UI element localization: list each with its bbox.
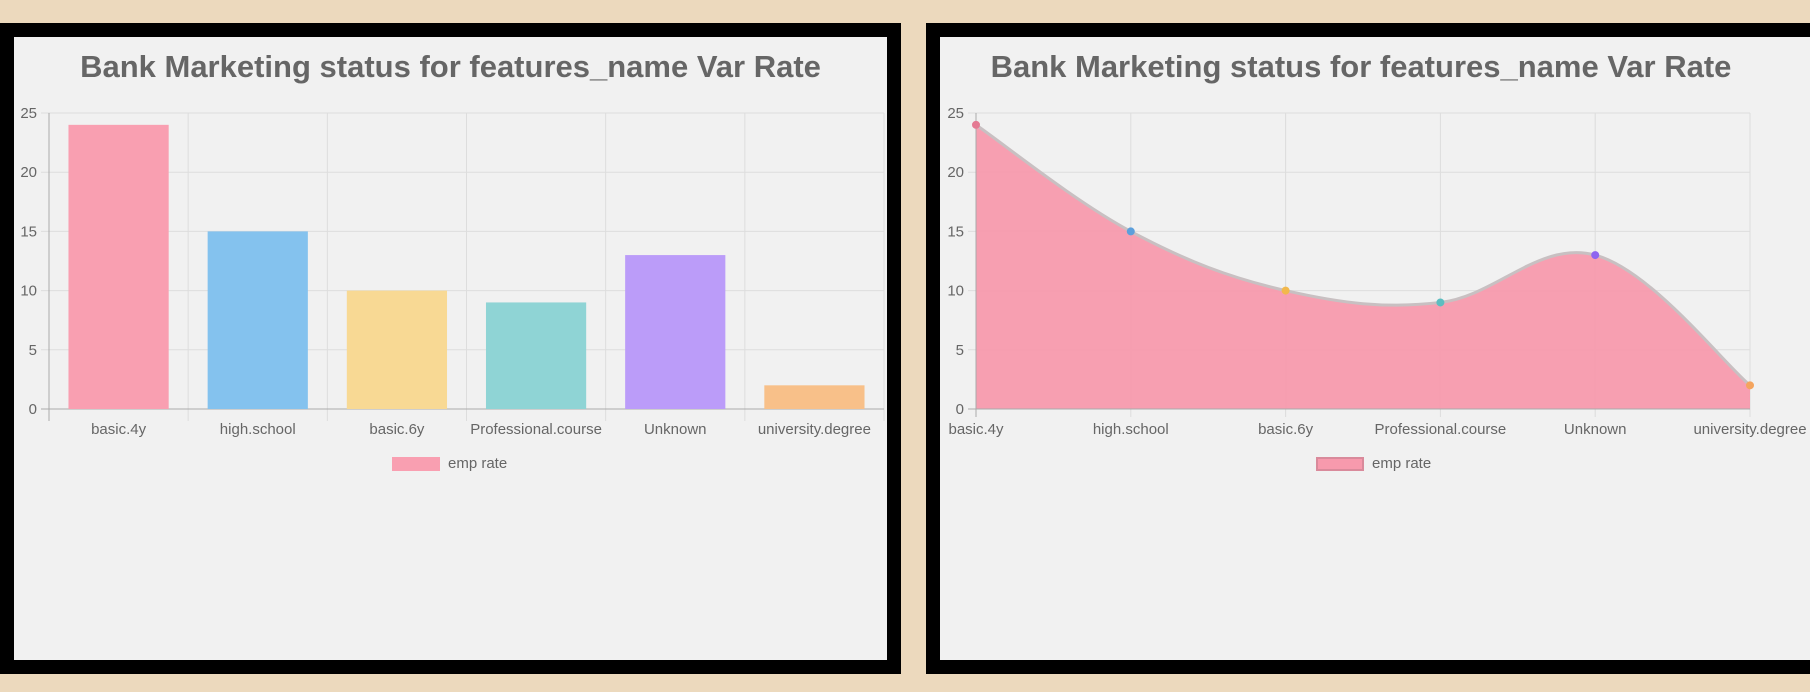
y-tick-label: 5 (29, 342, 37, 359)
bar (485, 302, 587, 409)
y-tick-label: 0 (29, 401, 37, 418)
area-chart-title: Bank Marketing status for features_name … (990, 49, 1732, 84)
y-tick-label: 10 (20, 283, 37, 300)
area-chart-svg: 0 5 10 15 20 25 basic.4y high.school basic.6y Pro… (947, 105, 1806, 438)
series-line (975, 123, 1751, 387)
legend-swatch (392, 456, 440, 471)
bar (68, 124, 169, 409)
x-tick-label: high.school (1093, 421, 1169, 438)
bar-chart-title: Bank Marketing status for features_name … (80, 49, 821, 84)
bar (207, 231, 308, 409)
data-point (1436, 298, 1445, 307)
x-tick-label: Unknown (1564, 421, 1627, 438)
y-tick-label: 20 (947, 164, 964, 181)
bar (764, 385, 865, 409)
area-chart-legend[interactable]: emp rate (1316, 455, 1431, 472)
x-tick-label: Professional.course (470, 421, 602, 438)
legend-label: emp rate (1372, 455, 1432, 472)
y-tick-label: 15 (947, 223, 964, 240)
x-tick-label: Unknown (644, 421, 707, 438)
area-chart-canvas: Bank Marketing status for features_name … (940, 37, 1810, 660)
data-point (1591, 251, 1600, 260)
y-tick-label: 5 (956, 342, 964, 359)
area-chart-panel: Bank Marketing status for features_name … (926, 23, 1810, 674)
y-tick-label: 20 (20, 164, 37, 181)
x-tick-label: basic.4y (948, 421, 1004, 438)
legend-swatch (1316, 456, 1364, 471)
bar-chart-panel: Bank Marketing status for features_name … (0, 23, 901, 674)
y-tick-label: 0 (956, 401, 964, 418)
y-tick-label: 15 (20, 223, 37, 240)
bar-chart-legend[interactable]: emp rate (392, 455, 507, 472)
data-point (1126, 227, 1135, 236)
data-point (1281, 286, 1290, 295)
data-point (972, 120, 980, 129)
x-tick-label: Professional.course (1375, 421, 1507, 438)
area-fill (976, 124, 1750, 409)
legend-label: emp rate (448, 455, 508, 472)
x-tick-label: basic.6y (1258, 421, 1314, 438)
x-tick-label: university.degree (758, 421, 871, 438)
y-tick-label: 25 (947, 105, 964, 122)
x-tick-label: high.school (220, 421, 296, 438)
bar (346, 290, 448, 409)
bar-chart-svg: 0 5 10 15 20 25 basic.4y high.school basic.6y Pro… (20, 105, 885, 438)
bar-chart-canvas: Bank Marketing status for features_name … (14, 37, 887, 660)
x-tick-label: university.degree (1693, 421, 1806, 438)
bar (625, 255, 726, 409)
data-point (1746, 381, 1754, 390)
y-tick-label: 10 (947, 283, 964, 300)
y-tick-label: 25 (20, 105, 37, 122)
x-tick-label: basic.4y (91, 421, 147, 438)
x-tick-label: basic.6y (369, 421, 425, 438)
